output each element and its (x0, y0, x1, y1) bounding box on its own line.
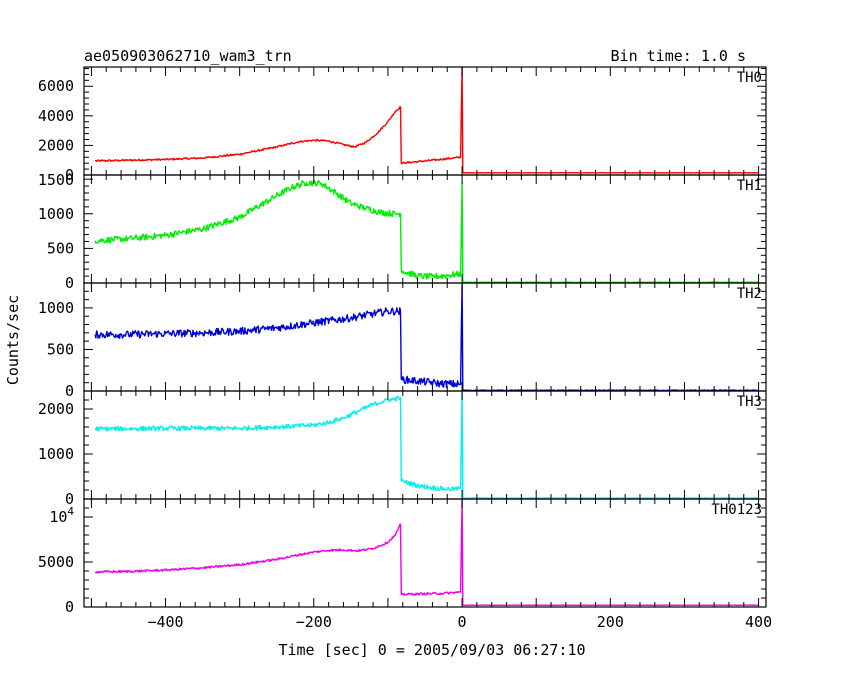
x-tick-label: −400 (147, 613, 183, 631)
panel-th1: 0 500 1000 1500 TH1 (38, 171, 767, 292)
chart-title: ae050903062710_wam3_trn (84, 47, 292, 65)
panel-label-th3: TH3 (737, 394, 762, 410)
series-line-th1 (94, 179, 759, 284)
series-line-th0 (94, 66, 759, 174)
panel-th2: 0 500 1000 TH2 (38, 282, 767, 400)
panel-label-th0123: TH0123 (711, 502, 762, 518)
y-tick-label: 1000 (38, 299, 74, 317)
y-tick-label: 2000 (38, 136, 74, 154)
panel-th0: 0 2000 4000 6000 TH0 (38, 66, 767, 184)
y-tick-label: 0 (65, 166, 74, 184)
panel-th0123: 0 5000 104 TH0123 (38, 498, 767, 616)
y-tick-label: 0 (65, 274, 74, 292)
x-tick-label: −200 (296, 613, 332, 631)
y-tick-label: 1500 (38, 171, 74, 189)
bin-time-label: Bin time: 1.0 s (611, 47, 746, 65)
panel-frame (83, 498, 767, 608)
panel-label-th2: TH2 (737, 286, 762, 302)
y-tick-label: 4000 (38, 107, 74, 125)
y-tick-label: 1000 (38, 445, 74, 463)
y-tick-label: 104 (49, 505, 74, 526)
x-axis-label: Time [sec] 0 = 2005/09/03 06:27:10 (278, 641, 585, 659)
panel-frame (83, 282, 767, 392)
y-tick-label: 2000 (38, 400, 74, 418)
y-tick-label: 500 (47, 239, 74, 257)
y-tick-label: 6000 (38, 77, 74, 95)
series-line-th2 (94, 282, 759, 392)
x-tick-label: 0 (458, 613, 467, 631)
panel-label-th0: TH0 (737, 70, 762, 86)
y-tick-label: 0 (65, 598, 74, 616)
x-tick-label: 200 (597, 613, 624, 631)
y-tick-label: 500 (47, 340, 74, 358)
x-tick-label: 400 (745, 613, 772, 631)
y-tick-label: 0 (65, 490, 74, 508)
series-line-th0123 (94, 498, 759, 606)
y-tick-label: 1000 (38, 205, 74, 223)
panel-label-th1: TH1 (737, 178, 762, 194)
panel-th3: 0 1000 2000 TH3 (38, 390, 767, 508)
y-axis-label: Counts/sec (4, 295, 22, 385)
y-tick-label: 5000 (38, 553, 74, 571)
y-tick-label: 0 (65, 382, 74, 400)
x-tick-labels: −400 −200 0 200 400 (147, 613, 772, 631)
series-line-th3 (94, 390, 759, 499)
panel-frame (83, 390, 767, 500)
